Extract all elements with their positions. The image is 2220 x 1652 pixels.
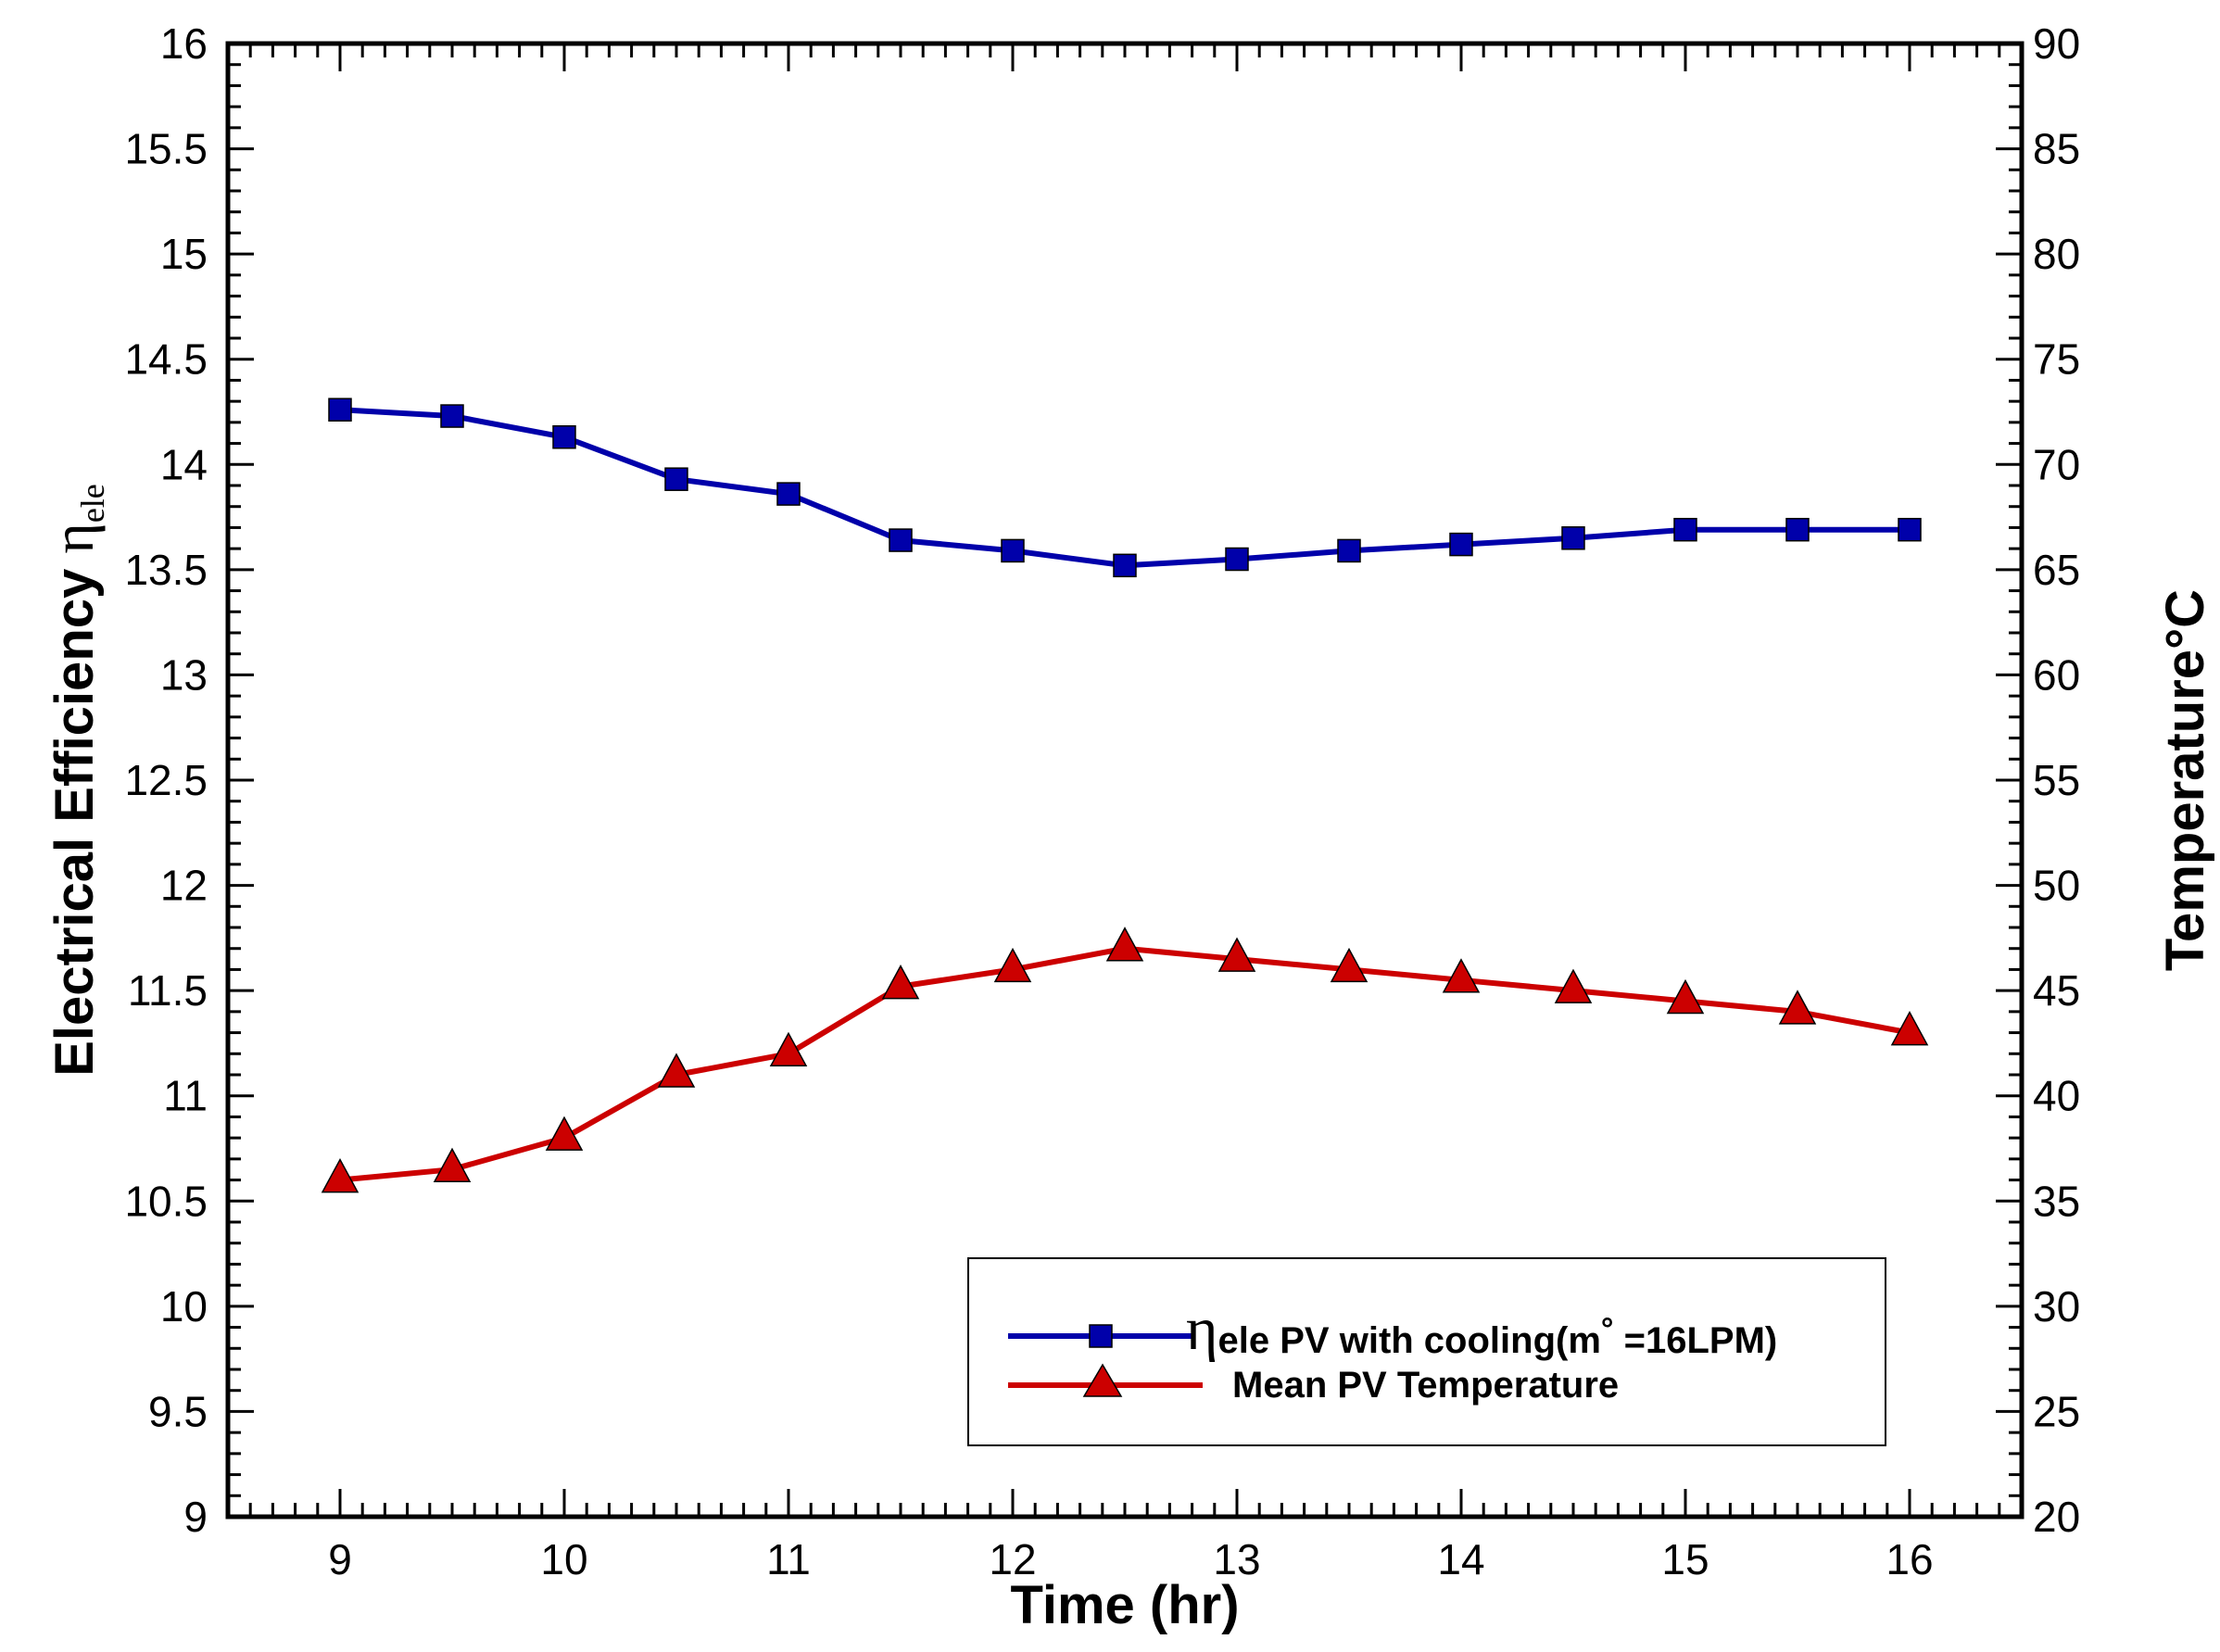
series-0-point [664, 467, 688, 491]
y-right-tick-label: 35 [2033, 1177, 2080, 1225]
y-right-tick-label: 65 [2033, 546, 2080, 594]
series-1-point [1442, 958, 1481, 993]
series-1-point [433, 1147, 472, 1182]
legend-tail-efficiency: =16LPM) [1614, 1320, 1778, 1361]
y-right-tick-label: 25 [2033, 1387, 2080, 1435]
y-right-tick-label: 30 [2033, 1282, 2080, 1330]
series-1-point [1890, 1010, 1929, 1046]
series-0-point [1001, 538, 1025, 563]
series-1-point [545, 1116, 584, 1151]
y-left-tick-label: 15 [160, 230, 208, 278]
y-left-tick-label: 10 [160, 1282, 208, 1330]
y-left-tick-label: 11.5 [128, 966, 208, 1015]
y-left-tick-label: 14 [160, 440, 208, 488]
y-left-tick-label: 12 [160, 862, 208, 910]
y-right-tick-label: 60 [2033, 650, 2080, 699]
y-right-tick-label: 85 [2033, 125, 2080, 173]
legend-label-efficiency: ηele PV with cooling(m° =16LPM) [1186, 1295, 1777, 1363]
legend-box [967, 1257, 1886, 1446]
y-left-tick-label: 14.5 [124, 335, 208, 384]
series-1-point [1105, 927, 1144, 962]
y-left-tick-label: 13.5 [124, 546, 208, 594]
legend-marker-temperature [1082, 1363, 1123, 1397]
series-1-point [993, 947, 1032, 983]
series-1-point [769, 1031, 808, 1067]
series-1-point [881, 965, 920, 1000]
plot-frame [225, 41, 2024, 1520]
y-right-tick-label: 50 [2033, 862, 2080, 910]
y-right-tick-label: 80 [2033, 230, 2080, 278]
tick-labels-layer: 9 10 11 12 13 14 15 16 9 9.5 10 10.5 11 11.5 12 12.5 13 1… [124, 19, 2080, 1583]
y-left-axis-title-sub: ele [74, 484, 111, 523]
y-left-axis-title-eta: η [40, 523, 106, 553]
x-tick-label: 12 [989, 1535, 1036, 1583]
y-left-tick-label: 10.5 [124, 1177, 208, 1225]
y-left-tick-label: 9 [183, 1493, 208, 1541]
series-1-point [321, 1157, 359, 1193]
y-left-tick-label: 15.5 [124, 125, 208, 173]
y-right-tick-label: 75 [2033, 335, 2080, 384]
legend-mdot-mark: ° [1601, 1312, 1614, 1347]
series-1-point [1666, 978, 1705, 1015]
series-0-point [1673, 517, 1697, 542]
series-0-point [1898, 517, 1922, 542]
x-tick-label: 9 [328, 1535, 352, 1583]
x-tick-label: 10 [540, 1535, 587, 1583]
y-right-tick-label: 20 [2033, 1493, 2080, 1541]
series-0-point [1225, 547, 1249, 572]
y-left-tick-label: 11 [163, 1072, 208, 1120]
x-tick-label: 13 [1213, 1535, 1260, 1583]
series-0-point [1561, 526, 1585, 550]
x-axis-title: Time (hr) [1010, 1575, 1239, 1635]
legend-eta-sub: ele [1218, 1320, 1270, 1361]
series-layer [321, 397, 1929, 1193]
series-0-point [328, 397, 352, 422]
series-1-point [1330, 947, 1369, 983]
series-1-point [1217, 937, 1256, 972]
x-tick-label: 16 [1886, 1535, 1933, 1583]
legend-text-efficiency: PV with cooling(m [1269, 1320, 1601, 1361]
y-left-axis-title: Electrical Efficiency ηele [40, 484, 111, 1077]
y-left-tick-label: 9.5 [148, 1387, 208, 1435]
series-1-point [657, 1053, 696, 1088]
legend-eta: η [1186, 1295, 1218, 1363]
y-right-tick-label: 70 [2033, 440, 2080, 488]
y-right-axis-title: Temperature°C [2155, 589, 2215, 971]
series-0-point [889, 528, 913, 552]
series-0-point [1113, 553, 1137, 578]
y-right-tick-label: 40 [2033, 1072, 2080, 1120]
y-left-tick-label: 13 [160, 650, 208, 699]
legend-label-temperature: Mean PV Temperature [1232, 1365, 1619, 1406]
y-left-tick-label: 16 [160, 19, 208, 68]
series-0-point [776, 482, 801, 506]
x-tick-label: 15 [1661, 1535, 1709, 1583]
y-left-axis-title-main: Electrical Efficiency [44, 554, 105, 1077]
series-1-point [1778, 990, 1817, 1025]
series-0-point [440, 404, 464, 428]
y-left-tick-label: 12.5 [124, 756, 208, 804]
y-right-tick-label: 55 [2033, 756, 2080, 804]
series-0-point [1449, 532, 1473, 557]
legend: ηele PV with cooling(m° =16LPM) Mean PV … [967, 1257, 1886, 1446]
series-0-point [1785, 517, 1810, 542]
series-1-point [1554, 968, 1593, 1003]
y-right-tick-label: 45 [2033, 966, 2080, 1015]
x-tick-label: 11 [766, 1535, 811, 1583]
y-right-tick-label: 90 [2033, 19, 2080, 68]
series-0-point [552, 425, 576, 449]
x-tick-label: 14 [1437, 1535, 1484, 1583]
legend-marker-efficiency [1089, 1324, 1113, 1348]
series-0-point [1337, 538, 1361, 563]
